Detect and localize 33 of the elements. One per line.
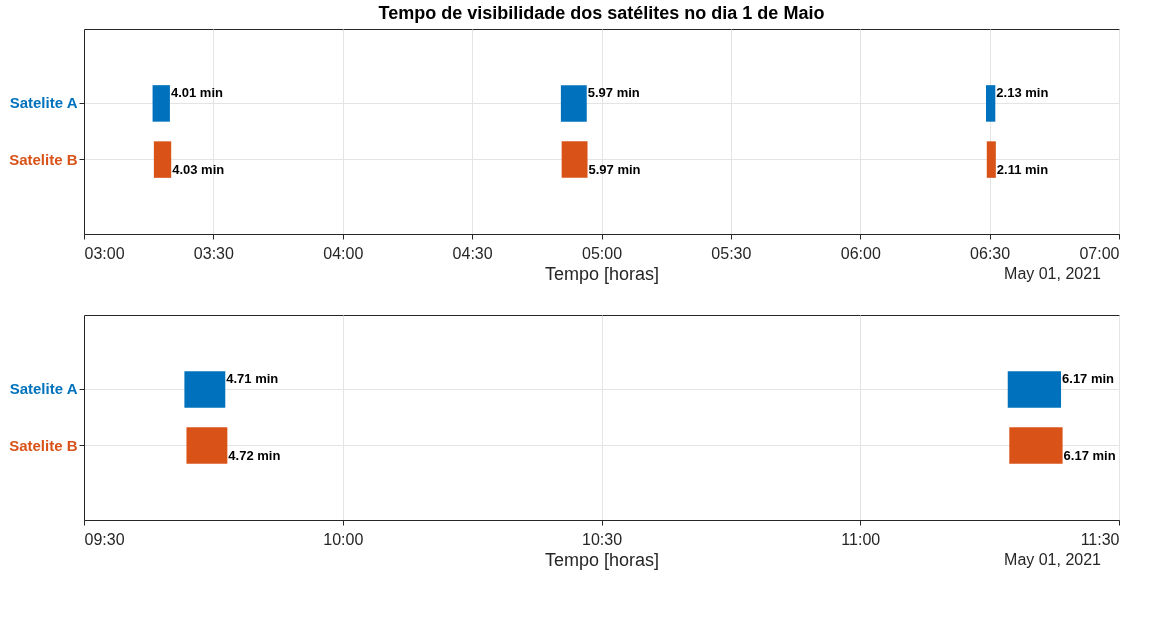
x-tick-label: 10:00 <box>323 530 364 548</box>
chart-title: Tempo de visibilidade dos satélites no dia 1 de Maio <box>378 3 825 23</box>
annotation: 4.01 min <box>170 85 223 101</box>
annotation: 5.97 min <box>587 85 640 101</box>
x-tick-label: 03:00 <box>84 244 125 262</box>
annotation: 4.03 min <box>172 161 225 177</box>
x-tick-label: 11:00 <box>841 530 881 548</box>
x-tick-label: 05:00 <box>581 244 623 262</box>
x-tick-label: 10:30 <box>581 530 623 548</box>
y-tick-label: Satelite A <box>9 380 78 398</box>
annotation: 4.71 min <box>226 371 279 387</box>
y-tick-label: Satelite B <box>9 436 78 454</box>
annotation: 6.17 min <box>1062 371 1115 387</box>
x-tick-label: 04:00 <box>323 244 364 262</box>
y-tick-label: Satelite A <box>9 94 78 112</box>
x-axis-title: Tempo [horas] <box>544 263 660 284</box>
x-tick-label: 05:30 <box>711 244 752 262</box>
x-tick-label: 06:00 <box>840 244 881 262</box>
annotation: 2.13 min <box>996 85 1049 101</box>
x-tick-label: 09:30 <box>84 530 125 548</box>
x-tick-label: 03:30 <box>193 244 234 262</box>
annotation: 6.17 min <box>1063 447 1116 463</box>
x-tick-label: 04:30 <box>452 244 493 262</box>
x-tick-label: 07:00 <box>1079 244 1120 262</box>
x-tick-label: 06:30 <box>970 244 1011 262</box>
x-axis-title: Tempo [horas] <box>544 549 660 570</box>
text: May 01, 2021 <box>1004 265 1102 282</box>
annotation: 4.72 min <box>228 447 281 463</box>
x-tick-label: 11:30 <box>1080 530 1120 548</box>
annotation: 5.97 min <box>588 161 641 177</box>
text: May 01, 2021 <box>1004 551 1102 568</box>
y-tick-label: Satelite B <box>9 150 78 168</box>
annotation: 2.11 min <box>996 161 1049 177</box>
